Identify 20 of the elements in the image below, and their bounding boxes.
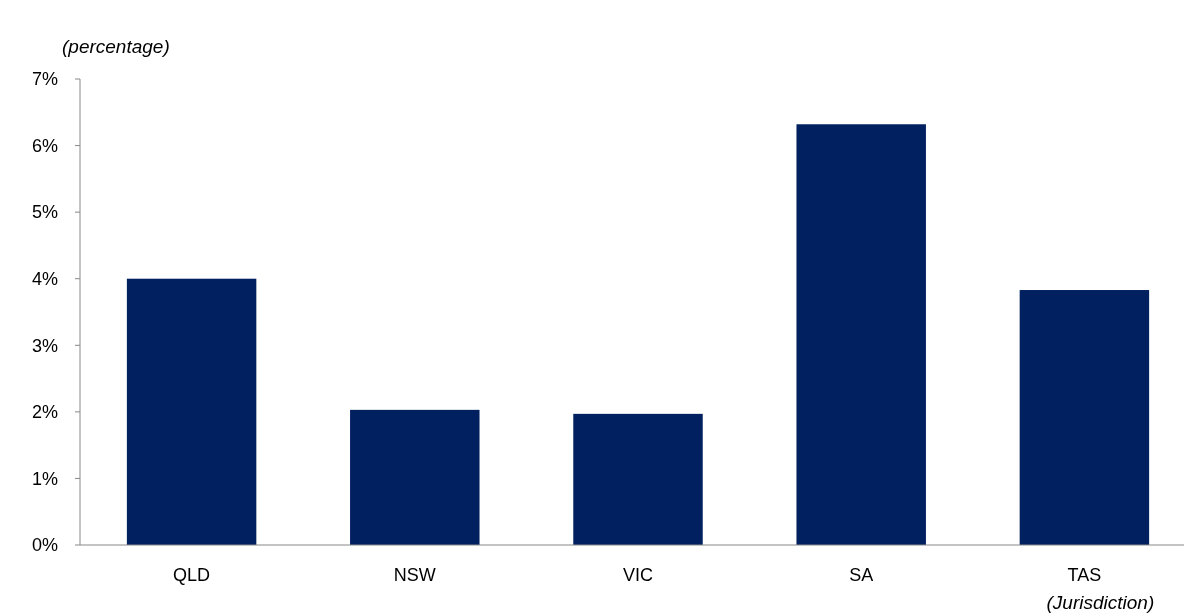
y-tick-label: 4% [31, 269, 58, 290]
bar [796, 124, 926, 545]
x-tick-label: TAS [1067, 565, 1102, 585]
y-tick-label: 1% [31, 468, 58, 489]
x-tick-label: QLD [173, 565, 211, 585]
y-axis-title: (percentage) [62, 36, 170, 57]
bar [350, 409, 480, 545]
x-tick-label: VIC [622, 565, 654, 585]
x-axis-title: (Jurisdiction) [1046, 592, 1155, 613]
bar [573, 413, 703, 545]
bar [1019, 290, 1150, 545]
bar [126, 278, 257, 545]
x-tick-label: NSW [393, 565, 436, 585]
y-tick-label: 0% [31, 535, 58, 556]
y-tick-label: 6% [31, 135, 58, 156]
y-tick-label: 2% [31, 402, 58, 423]
y-tick-label: 5% [31, 202, 58, 223]
y-tick-label: 7% [31, 69, 58, 90]
x-tick-label: SA [849, 565, 874, 585]
y-tick-label: 3% [31, 335, 58, 356]
